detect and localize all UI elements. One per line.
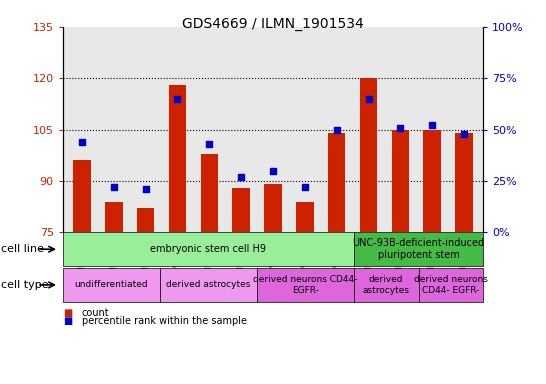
Point: [109, 184, 118, 190]
Bar: [296, 202, 313, 232]
Bar: [73, 161, 91, 232]
Bar: [328, 133, 346, 232]
Text: derived neurons
CD44- EGFR-: derived neurons CD44- EGFR-: [414, 275, 488, 295]
Text: derived astrocytes: derived astrocytes: [166, 280, 251, 290]
Point: [237, 174, 246, 180]
Point: [269, 167, 277, 174]
Text: GDS4669 / ILMN_1901534: GDS4669 / ILMN_1901534: [182, 17, 364, 31]
Text: count: count: [82, 308, 110, 318]
Bar: [200, 154, 218, 232]
Text: UNC-93B-deficient-induced
pluripotent stem: UNC-93B-deficient-induced pluripotent st…: [353, 238, 485, 260]
Bar: [169, 85, 186, 232]
Text: derived
astrocytes: derived astrocytes: [363, 275, 410, 295]
Bar: [233, 188, 250, 232]
Point: [205, 141, 213, 147]
Text: embryonic stem cell H9: embryonic stem cell H9: [150, 244, 266, 254]
Point: [141, 186, 150, 192]
Bar: [264, 184, 282, 232]
Text: ■: ■: [63, 316, 72, 326]
Point: [173, 96, 182, 102]
Text: cell line: cell line: [1, 244, 44, 254]
Text: undifferentiated: undifferentiated: [74, 280, 148, 290]
Point: [364, 96, 373, 102]
Text: cell type: cell type: [1, 280, 48, 290]
Text: percentile rank within the sample: percentile rank within the sample: [82, 316, 247, 326]
Bar: [360, 78, 377, 232]
Bar: [391, 130, 409, 232]
Bar: [137, 209, 155, 232]
Point: [78, 139, 86, 145]
Point: [300, 184, 309, 190]
Bar: [424, 130, 441, 232]
Text: derived neurons CD44-
EGFR-: derived neurons CD44- EGFR-: [253, 275, 358, 295]
Text: ■: ■: [63, 308, 72, 318]
Bar: [455, 133, 473, 232]
Point: [333, 126, 341, 132]
Point: [428, 122, 437, 129]
Point: [460, 131, 468, 137]
Point: [396, 124, 405, 131]
Bar: [105, 202, 122, 232]
